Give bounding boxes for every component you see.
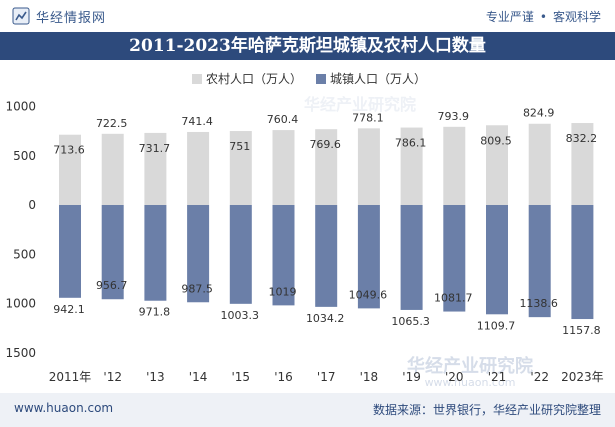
data-label-rural: 741.4	[181, 115, 213, 128]
watermark-url: www.huaon.com	[425, 376, 516, 389]
data-label-urban: 942.1	[53, 303, 85, 316]
bar-rural	[443, 126, 466, 205]
data-label-urban: 971.8	[139, 306, 171, 319]
data-label-rural: 832.2	[566, 132, 598, 145]
bar-rural	[486, 125, 508, 205]
y-tick-label: 0	[28, 198, 36, 212]
x-tick-label: '15	[232, 370, 251, 384]
bar-urban	[144, 205, 167, 301]
x-tick-label: '18	[360, 370, 379, 384]
data-label-rural: 793.9	[438, 110, 470, 123]
watermark-text: 华经产业研究院	[304, 95, 416, 114]
bar-urban	[272, 205, 295, 306]
bar-urban	[357, 205, 380, 309]
motto-left: 专业严谨	[485, 10, 534, 24]
legend-swatch-rural	[192, 74, 202, 84]
bar-urban	[486, 205, 508, 315]
brand-logo-icon	[12, 7, 30, 25]
bar-urban	[400, 205, 423, 310]
data-label-urban: 1081.7	[434, 292, 473, 305]
data-label-urban: 1049.6	[349, 288, 388, 301]
plot-area: 华经产业研究院 www.huaon.com 华经产业研究院 农村人口（万人） 城镇人口（…	[0, 60, 615, 390]
data-label-urban: 1034.2	[306, 312, 345, 325]
bar-rural	[571, 123, 594, 205]
data-label-rural: 778.1	[352, 111, 384, 124]
chart-title: 2011-2023年哈萨克斯坦城镇及农村人口数量	[0, 32, 615, 60]
data-label-urban: 956.7	[96, 279, 128, 292]
x-tick-label: '19	[402, 370, 421, 384]
x-tick-label: '13	[146, 370, 165, 384]
data-label-rural: 824.9	[523, 107, 555, 120]
bar-urban	[443, 205, 466, 312]
data-label-urban: 1109.7	[477, 319, 516, 332]
legend-label-rural: 农村人口（万人）	[206, 72, 302, 86]
x-tick-label: '16	[274, 370, 293, 384]
data-label-rural: 751	[229, 140, 250, 153]
x-tick-label: '12	[103, 370, 122, 384]
bar-urban	[528, 205, 551, 318]
data-label-urban: 1019	[269, 285, 297, 298]
x-tick-label: '20	[445, 370, 464, 384]
y-tick-label: 1000	[5, 297, 36, 311]
bar-rural	[357, 128, 380, 205]
bar-urban	[101, 205, 124, 300]
bar-urban	[187, 205, 210, 303]
top-bar: 华经情报网 专业严谨 • 客观科学	[0, 0, 615, 32]
motto: 专业严谨 • 客观科学	[486, 8, 601, 25]
y-tick-label: 500	[13, 149, 36, 163]
bar-rural	[187, 131, 210, 205]
bar-rural	[528, 123, 551, 205]
data-label-rural: 769.6	[309, 138, 341, 151]
bar-rural	[315, 129, 338, 205]
y-tick-label: 1500	[5, 346, 36, 360]
bar-urban	[229, 205, 252, 304]
brand: 华经情报网	[12, 6, 106, 26]
data-label-rural: 786.1	[395, 137, 427, 150]
x-tick-label: '14	[189, 370, 208, 384]
x-tick-label: 2023年	[561, 370, 604, 384]
y-tick-label: 1000	[5, 100, 36, 114]
bar-rural	[59, 134, 81, 205]
data-label-urban: 1003.3	[221, 309, 260, 322]
motto-right: 客观科学	[552, 10, 601, 24]
bar-urban	[571, 205, 594, 320]
legend-swatch-urban	[316, 74, 326, 84]
motto-separator-icon: •	[539, 9, 547, 24]
footer: www.huaon.com 数据来源：世界银行，华经产业研究院整理	[0, 393, 615, 427]
x-tick-label: '22	[530, 370, 549, 384]
data-label-urban: 1157.8	[562, 324, 601, 337]
bar-rural	[229, 131, 252, 205]
bar-rural	[400, 127, 423, 205]
data-label-rural: 722.5	[96, 117, 128, 130]
data-label-rural: 760.4	[267, 113, 299, 126]
watermark-text: 华经产业研究院	[407, 355, 533, 377]
legend-label-urban: 城镇人口（万人）	[330, 72, 426, 86]
x-tick-label: '17	[317, 370, 336, 384]
footer-url: www.huaon.com	[14, 401, 114, 415]
bar-urban	[59, 205, 81, 298]
data-label-urban: 1138.6	[519, 297, 558, 310]
bar-rural	[144, 132, 167, 205]
footer-source: 数据来源：世界银行，华经产业研究院整理	[372, 403, 601, 417]
bar-urban	[315, 205, 338, 307]
y-tick-label: 500	[13, 247, 36, 261]
bar-rural	[101, 133, 124, 205]
data-label-rural: 809.5	[480, 134, 512, 147]
data-label-rural: 713.6	[53, 144, 85, 157]
x-tick-label: 2011年	[49, 370, 92, 384]
data-label-rural: 731.7	[139, 142, 171, 155]
x-tick-label: '21	[488, 370, 507, 384]
brand-name: 华经情报网	[36, 10, 107, 26]
bar-rural	[272, 130, 295, 205]
data-label-urban: 987.5	[181, 282, 213, 295]
data-label-urban: 1065.3	[391, 315, 430, 328]
